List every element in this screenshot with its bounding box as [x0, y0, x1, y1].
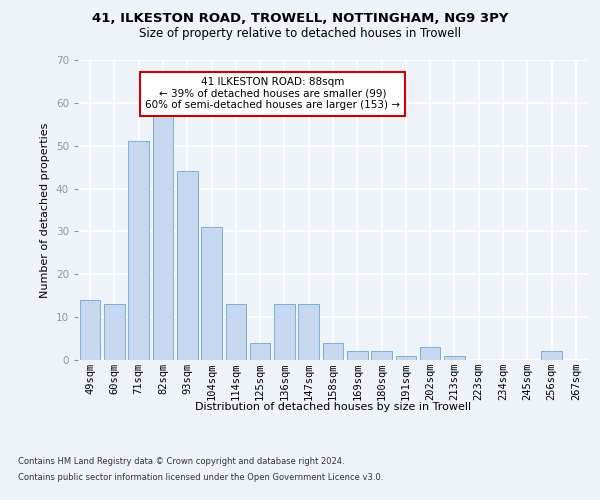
Bar: [371, 352, 392, 360]
Y-axis label: Number of detached properties: Number of detached properties: [40, 122, 50, 298]
Bar: [128, 142, 149, 360]
Bar: [541, 352, 562, 360]
Bar: [177, 172, 197, 360]
Bar: [347, 352, 368, 360]
Bar: [104, 304, 125, 360]
Bar: [298, 304, 319, 360]
Text: Contains HM Land Registry data © Crown copyright and database right 2024.: Contains HM Land Registry data © Crown c…: [18, 458, 344, 466]
Bar: [80, 300, 100, 360]
Bar: [226, 304, 246, 360]
Bar: [323, 343, 343, 360]
Bar: [152, 112, 173, 360]
Bar: [444, 356, 465, 360]
Text: Contains public sector information licensed under the Open Government Licence v3: Contains public sector information licen…: [18, 472, 383, 482]
Bar: [201, 227, 222, 360]
Text: Distribution of detached houses by size in Trowell: Distribution of detached houses by size …: [195, 402, 471, 412]
Bar: [395, 356, 416, 360]
Text: 41, ILKESTON ROAD, TROWELL, NOTTINGHAM, NG9 3PY: 41, ILKESTON ROAD, TROWELL, NOTTINGHAM, …: [92, 12, 508, 26]
Bar: [274, 304, 295, 360]
Bar: [420, 347, 440, 360]
Text: 41 ILKESTON ROAD: 88sqm
← 39% of detached houses are smaller (99)
60% of semi-de: 41 ILKESTON ROAD: 88sqm ← 39% of detache…: [145, 77, 400, 110]
Text: Size of property relative to detached houses in Trowell: Size of property relative to detached ho…: [139, 28, 461, 40]
Bar: [250, 343, 271, 360]
